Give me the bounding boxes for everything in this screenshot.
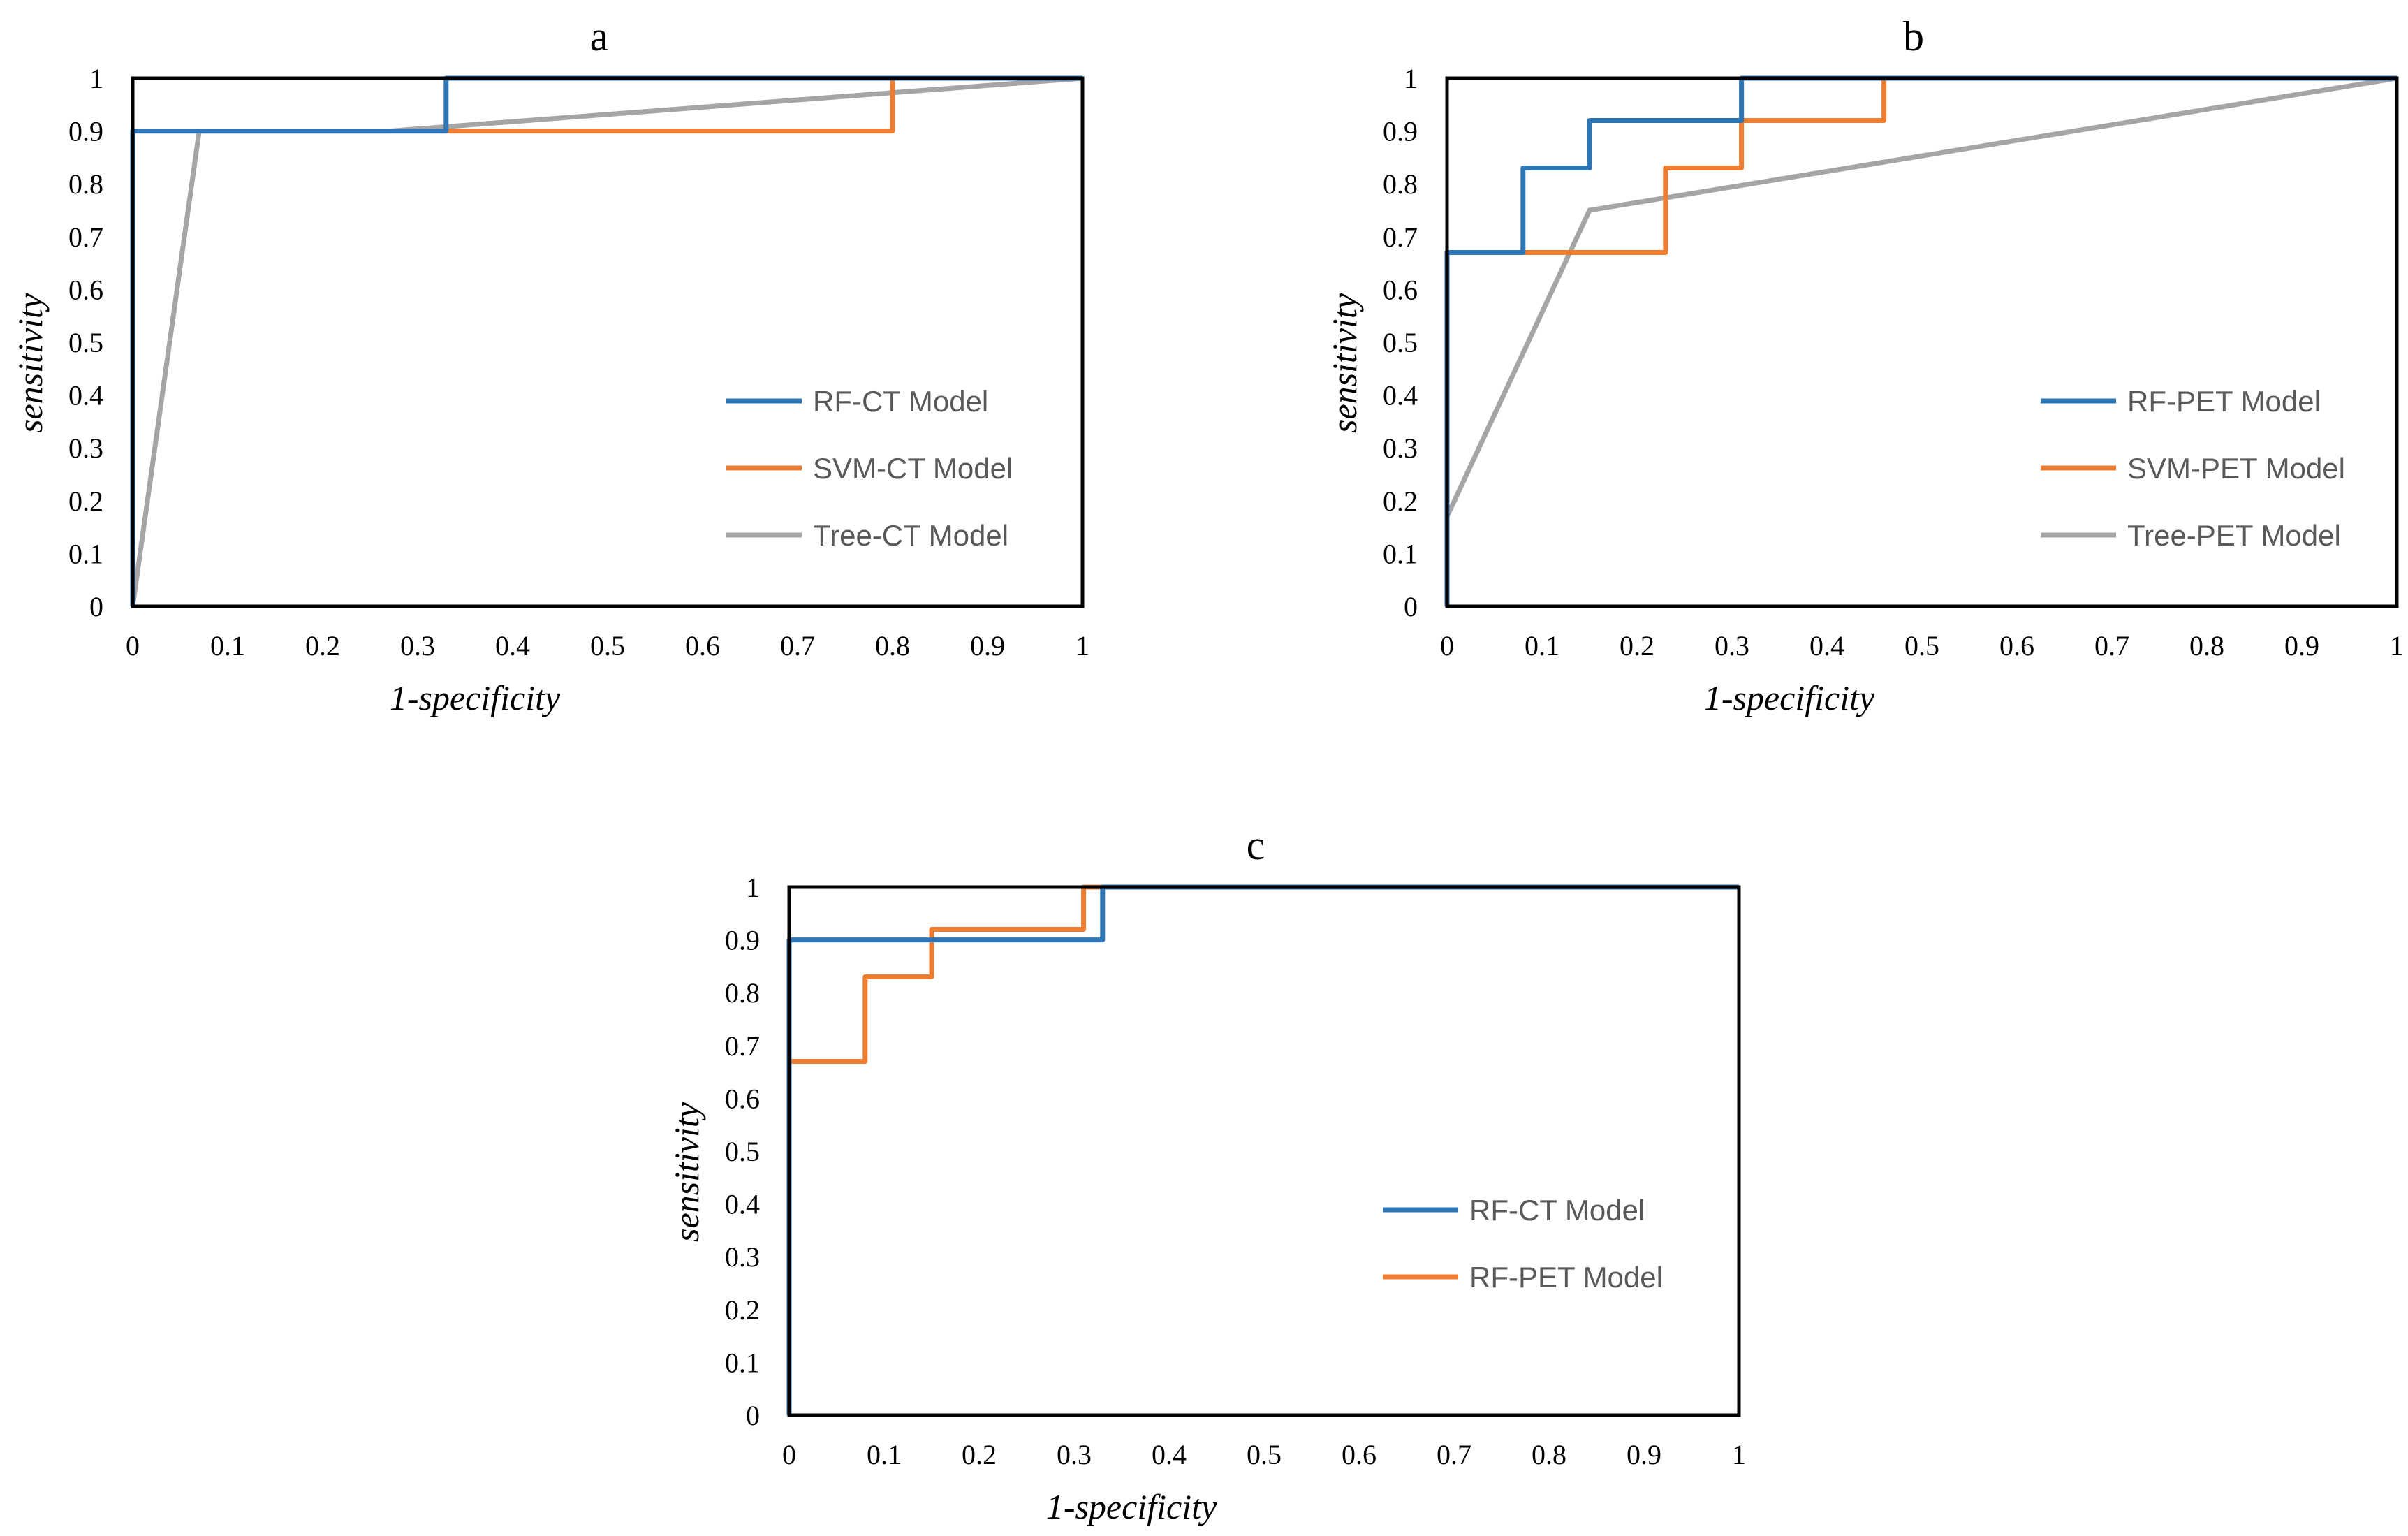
legend-label-b: RF-PET Model	[2127, 385, 2321, 418]
y-tick-label-b: 0.6	[1383, 274, 1418, 305]
x-tick-label-b: 0.6	[1999, 630, 2034, 661]
y-tick-label-a: 0.2	[68, 485, 103, 517]
y-tick-label-b: 0.8	[1383, 168, 1418, 200]
panel-title-b: b	[1903, 13, 1924, 59]
x-tick-label-c: 0.5	[1247, 1439, 1282, 1470]
y-tick-label-b: 1	[1404, 63, 1418, 94]
chart-panel-b: b 0 0.1 0.2 0.3 0.4 0.5 0.6 0.7 0.8 0.9 1 0 0.1 0.2 0.3…	[1325, 13, 2404, 717]
x-tick-label-c: 0.4	[1152, 1439, 1187, 1470]
x-tick-label-a: 0.5	[590, 630, 625, 661]
y-tick-label-b: 0.7	[1383, 221, 1418, 253]
legend-label-b: SVM-PET Model	[2127, 452, 2345, 485]
y-tick-label-a: 0.6	[68, 274, 103, 305]
chart-panel-c: c 0 0.1 0.2 0.3 0.4 0.5 0.6 0.7 0.8 0.9 1 0 0.1 0.2 0.3…	[667, 822, 1746, 1526]
x-tick-label-c: 0	[782, 1439, 796, 1470]
y-tick-label-b: 0.1	[1383, 538, 1418, 569]
plot-frame-b	[1445, 76, 2399, 608]
x-tick-label-b: 1	[2390, 630, 2404, 661]
y-tick-label-b: 0.3	[1383, 432, 1418, 464]
legend-label-a: SVM-CT Model	[813, 452, 1013, 485]
y-tick-label-b: 0.2	[1383, 485, 1418, 517]
x-axis-title-a: 1-specificity	[390, 678, 561, 717]
x-tick-label-c: 0.3	[1057, 1439, 1092, 1470]
x-axis-title-b: 1-specificity	[1704, 678, 1875, 717]
y-tick-label-b: 0.9	[1383, 116, 1418, 147]
x-tick-label-a: 0.9	[970, 630, 1005, 661]
x-tick-label-c: 0.9	[1627, 1439, 1661, 1470]
y-tick-label-c: 0.2	[725, 1294, 760, 1326]
legend-label-c: RF-PET Model	[1469, 1261, 1663, 1294]
y-tick-label-b: 0.4	[1383, 380, 1418, 411]
y-tick-label-a: 1	[89, 63, 103, 94]
x-tick-label-b: 0.2	[1620, 630, 1654, 661]
panel-title-c: c	[1247, 822, 1265, 868]
y-tick-label-c: 0	[746, 1400, 760, 1431]
y-tick-label-a: 0.4	[68, 380, 103, 411]
y-tick-label-a: 0.1	[68, 538, 103, 569]
x-tick-label-b: 0.1	[1525, 630, 1559, 661]
x-tick-label-a: 0.6	[685, 630, 720, 661]
y-tick-label-b: 0.5	[1383, 327, 1418, 358]
x-tick-label-b: 0	[1440, 630, 1454, 661]
x-tick-label-c: 0.2	[962, 1439, 997, 1470]
series-line-rf-pet-model	[786, 884, 1739, 1415]
x-tick-label-c: 0.1	[867, 1439, 902, 1470]
x-tick-label-a: 0.8	[875, 630, 910, 661]
x-tick-label-c: 1	[1732, 1439, 1746, 1470]
x-tick-label-a: 1	[1075, 630, 1089, 661]
y-tick-label-c: 0.8	[725, 977, 760, 1009]
x-tick-label-b: 0.4	[1809, 630, 1844, 661]
plot-frame-a	[131, 76, 1085, 608]
legend-label-a: Tree-CT Model	[813, 519, 1008, 552]
x-tick-label-b: 0.5	[1904, 630, 1939, 661]
x-tick-label-c: 0.8	[1532, 1439, 1566, 1470]
series-line-rf-pet-model	[1444, 75, 2397, 606]
y-tick-label-c: 0.4	[725, 1189, 760, 1220]
y-tick-label-c: 1	[746, 872, 760, 903]
x-tick-label-a: 0.2	[305, 630, 340, 661]
chart-panel-a: a 0 0.1 0.2 0.3 0.4 0.5 0.6 0.7 0.8 0.9 1 0 0.1 0.2 0.3…	[10, 13, 1089, 717]
y-tick-label-c: 0.7	[725, 1030, 760, 1062]
legend-label-c: RF-CT Model	[1469, 1194, 1645, 1227]
y-tick-label-a: 0	[89, 591, 103, 622]
x-tick-label-c: 0.6	[1342, 1439, 1376, 1470]
y-tick-label-a: 0.8	[68, 168, 103, 200]
x-tick-label-b: 0.7	[2094, 630, 2129, 661]
y-tick-label-c: 0.9	[725, 925, 760, 956]
x-tick-label-a: 0	[126, 630, 140, 661]
x-tick-label-b: 0.9	[2284, 630, 2319, 661]
x-tick-label-a: 0.3	[400, 630, 435, 661]
y-axis-title-c: sensitivity	[667, 1102, 706, 1242]
y-axis-title-b: sensitivity	[1325, 293, 1364, 433]
x-tick-label-a: 0.1	[210, 630, 245, 661]
x-axis-title-c: 1-specificity	[1046, 1487, 1217, 1526]
y-axis-title-a: sensitivity	[10, 293, 50, 433]
x-tick-label-a: 0.7	[780, 630, 815, 661]
panel-title-a: a	[590, 13, 609, 59]
plot-frame-c	[787, 885, 1741, 1417]
x-tick-label-a: 0.4	[495, 630, 530, 661]
legend-label-a: RF-CT Model	[813, 385, 988, 418]
y-tick-label-c: 0.1	[725, 1347, 760, 1378]
legend-label-b: Tree-PET Model	[2127, 519, 2341, 552]
y-tick-label-c: 0.3	[725, 1241, 760, 1273]
y-tick-label-c: 0.6	[725, 1083, 760, 1114]
y-tick-label-a: 0.7	[68, 221, 103, 253]
x-tick-label-b: 0.8	[2189, 630, 2224, 661]
y-tick-label-c: 0.5	[725, 1136, 760, 1167]
y-tick-label-a: 0.3	[68, 432, 103, 464]
y-tick-label-b: 0	[1404, 591, 1418, 622]
x-tick-label-c: 0.7	[1437, 1439, 1471, 1470]
y-tick-label-a: 0.5	[68, 327, 103, 358]
y-tick-label-a: 0.9	[68, 116, 103, 147]
x-tick-label-b: 0.3	[1715, 630, 1749, 661]
